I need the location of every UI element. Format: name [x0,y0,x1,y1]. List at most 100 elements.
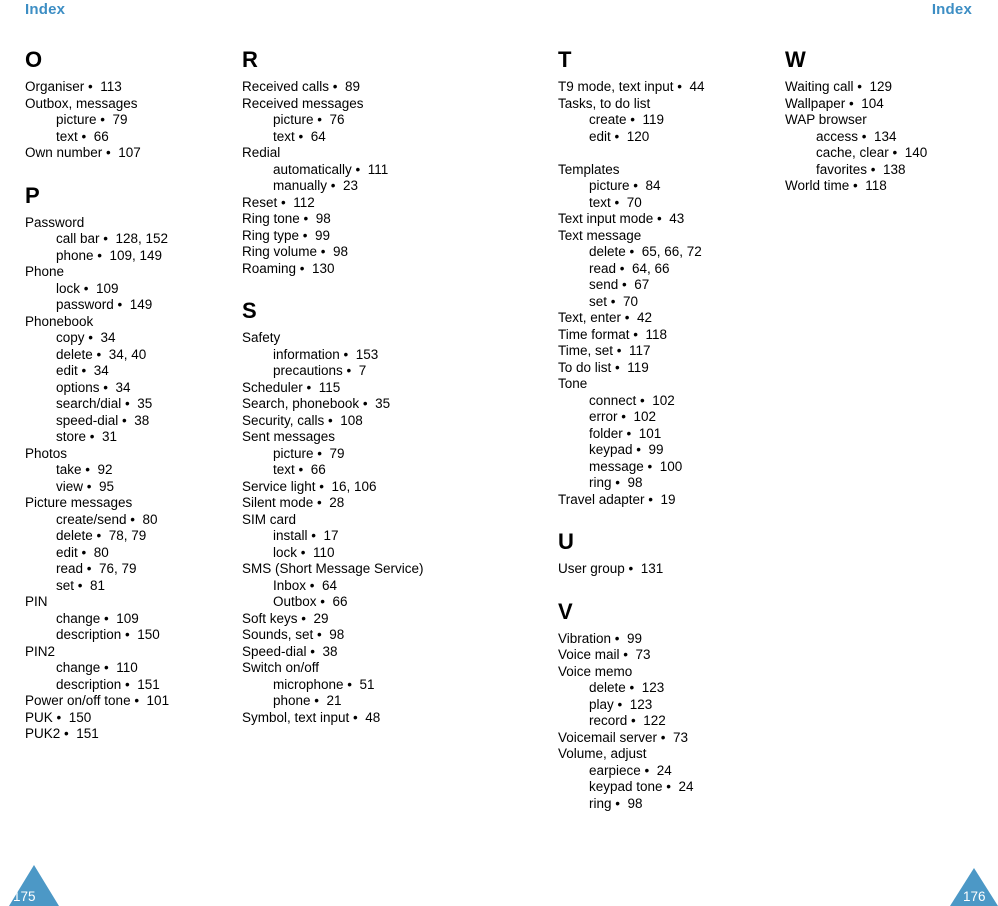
index-entry: Voice mail • 73 [558,647,651,662]
index-entry: Sent messages [242,429,336,444]
index-subentry: text • 70 [589,194,642,210]
index-entry: Received messages [242,95,364,111]
index-entry: Photos [25,445,68,461]
index-entry: User group • 131 [558,561,664,576]
index-subentry: read • 64, 66 [589,260,670,276]
index-entry: Roaming • 130 [242,260,335,276]
index-entry: Power on/off tone • 101 [25,693,170,708]
index-subentry: folder • 101 [589,425,662,441]
index-entry: PIN [25,594,48,609]
index-entry: World time • 118 [785,178,887,193]
section-letter-s: S [242,298,257,323]
index-subentry: edit • 120 [589,128,650,144]
section-letter-o: O [25,47,43,72]
index-subentry: record • 122 [589,713,666,728]
index-entry: Symbol, text input • 48 [242,709,381,725]
index-subentry: delete • 34, 40 [56,346,147,362]
index-subentry: description • 151 [56,676,160,692]
index-subentry: delete • 65, 66, 72 [589,244,702,259]
index-subentry: information • 153 [273,346,379,362]
index-entry: Wallpaper • 104 [785,95,884,111]
index-entry: Text, enter • 42 [558,310,653,325]
index-subentry: set • 81 [56,577,106,593]
index-subentry: call bar • 128, 152 [56,231,169,246]
index-entry: Speed-dial • 38 [242,643,338,659]
index-entry: Text input mode • 43 [558,211,685,226]
index-subentry: lock • 109 [56,280,119,296]
index-subentry: picture • 79 [56,112,128,127]
section-letter-u: U [558,529,574,554]
index-subentry: favorites • 138 [816,161,906,177]
index-subentry: delete • 123 [589,680,665,695]
index-subentry: Outbox • 66 [273,594,348,609]
section-letter-r: R [242,47,258,72]
spacer [558,145,773,162]
index-subentry: create/send • 80 [56,511,158,527]
index-subentry: edit • 34 [56,363,109,378]
page-header-left: Index [25,1,66,18]
index-subentry: store • 31 [56,429,118,444]
page-header-right: Index [931,1,972,18]
index-entry: Scheduler • 115 [242,379,341,395]
index-subentry: picture • 76 [273,112,345,127]
index-subentry: ring • 98 [589,795,643,811]
index-subentry: change • 109 [56,610,139,626]
index-entry: Security, calls • 108 [242,412,363,428]
index-entry: Reset • 112 [242,194,315,210]
index-column-4: W Waiting call • 129 Wallpaper • 104 WAP br… [785,48,998,195]
index-subentry: phone • 109, 149 [56,247,163,263]
index-subentry: message • 100 [589,458,683,474]
index-subentry: delete • 78, 79 [56,528,147,543]
index-entry: PUK • 150 [25,709,92,725]
index-subentry: copy • 34 [56,330,116,345]
index-entry: Received calls • 89 [242,79,361,94]
index-subentry: change • 110 [56,660,138,675]
index-entry: Password [25,214,85,230]
index-subentry: error • 102 [589,409,657,424]
section-letter-p: P [25,182,40,208]
index-entry: Tasks, to do list [558,95,651,111]
index-subentry: keypad tone • 24 [589,779,694,794]
index-entry: Waiting call • 129 [785,79,893,94]
index-subentry: options • 34 [56,379,131,395]
index-entry: Templates [558,161,620,177]
index-entry: Vibration • 99 [558,630,643,646]
index-subentry: edit • 80 [56,544,109,560]
index-subentry: automatically • 111 [273,161,389,177]
index-subentry: text • 66 [56,128,109,144]
index-entry: To do list • 119 [558,359,649,375]
index-subentry: keypad • 99 [589,442,664,457]
index-entry: SMS (Short Message Service) [242,561,424,576]
index-subentry: set • 70 [589,293,639,309]
index-entry: Ring volume • 98 [242,244,349,259]
index-column-1: O Organiser • 113 Outbox, messages picture … [25,48,240,743]
index-subentry: phone • 21 [273,693,342,708]
index-entry: Sounds, set • 98 [242,627,345,642]
section-letter-t: T [558,47,572,72]
index-subentry: send • 67 [589,277,650,292]
index-entry: Voice memo [558,663,633,679]
page-number-left: 175 [13,889,36,904]
index-entry: Tone [558,376,588,391]
index-subentry: precautions • 7 [273,363,367,378]
index-subentry: read • 76, 79 [56,561,137,576]
index-entry: Silent mode • 28 [242,495,345,510]
index-entry: WAP browser [785,112,867,127]
index-entry: Ring type • 99 [242,227,331,243]
index-entry: PUK2 • 151 [25,726,99,741]
index-subentry: access • 134 [816,128,897,144]
index-entry: Own number • 107 [25,145,141,160]
index-entry: Volume, adjust [558,746,647,761]
index-entry: Picture messages [25,495,133,510]
index-subentry: manually • 23 [273,178,359,193]
index-subentry: connect • 102 [589,392,675,408]
index-subentry: password • 149 [56,297,153,312]
index-entry: Voicemail server • 73 [558,729,689,745]
index-subentry: lock • 110 [273,544,335,560]
index-subentry: play • 123 [589,696,653,712]
index-subentry: cache, clear • 140 [816,145,928,160]
index-subentry: view • 95 [56,478,115,494]
index-entry: PIN2 [25,643,56,659]
index-subentry: ring • 98 [589,475,643,490]
index-subentry: microphone • 51 [273,676,375,692]
